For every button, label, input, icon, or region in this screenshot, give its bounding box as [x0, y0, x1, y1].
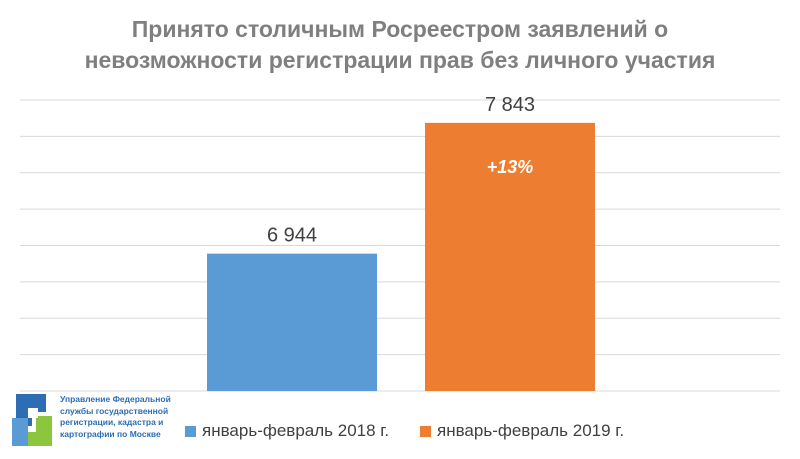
logo-text: Управление Федеральной службы государств… [60, 394, 178, 440]
data-label-1: 6 944 [267, 225, 317, 247]
legend-swatch-2019 [420, 425, 431, 437]
logo-line-2: службы государственной [60, 405, 169, 416]
legend-swatch-2018 [185, 425, 196, 437]
legend-label-2019: январь-февраль 2019 г. [437, 421, 625, 440]
growth-annotation: +13% [487, 157, 534, 177]
chart-title-line-1: Принято столичным Росреестром заявлений … [131, 16, 669, 42]
legend-item-2019: январь-февраль 2019 г. [420, 420, 624, 442]
rosreestr-emblem-icon [12, 394, 52, 446]
logo-line-4: картографии по Москве [60, 428, 161, 439]
chart-title-line-2: невозможности регистрации прав без лично… [84, 47, 716, 73]
logo-line-3: регистрации, кадастра и [60, 417, 164, 427]
chart-title: Принято столичным Росреестром заявлений … [0, 14, 800, 76]
logo-line-1: Управление Федеральной [60, 394, 171, 404]
legend-label-2018: январь-февраль 2018 г. [202, 421, 390, 440]
bar-1 [207, 253, 377, 391]
rosreestr-logo: Управление Федеральной службы государств… [8, 388, 178, 452]
legend-item-2018: январь-февраль 2018 г. [185, 420, 389, 442]
bar-2 [425, 122, 595, 391]
data-label-2: 7 843 [485, 94, 535, 116]
